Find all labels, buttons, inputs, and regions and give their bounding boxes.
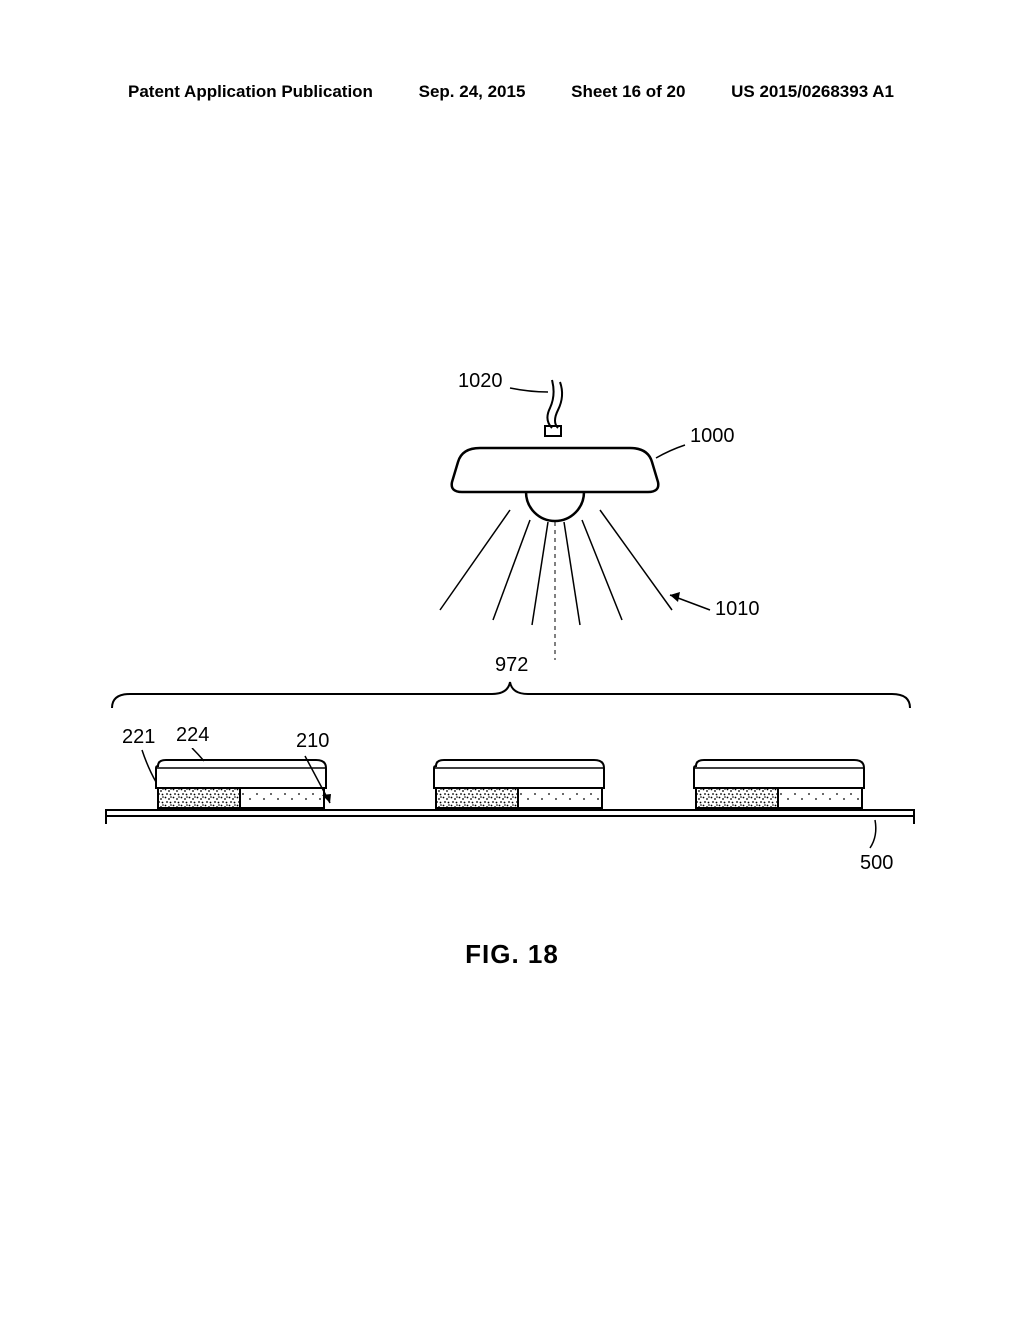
label-1020: 1020 [458, 370, 503, 393]
label-1000: 1000 [690, 425, 735, 448]
brace-972 [100, 680, 924, 720]
label-972: 972 [495, 654, 528, 677]
page-header: Patent Application Publication Sep. 24, … [0, 82, 1024, 102]
label-500: 500 [860, 852, 893, 875]
label-1010: 1010 [715, 598, 760, 621]
figure-title: FIG. 18 [465, 939, 559, 970]
publication-date: Sep. 24, 2015 [419, 82, 526, 102]
label-224: 224 [176, 724, 209, 747]
publication-type: Patent Application Publication [128, 82, 373, 102]
lamp-drawing [100, 370, 924, 670]
publication-number: US 2015/0268393 A1 [731, 82, 894, 102]
label-210: 210 [296, 730, 329, 753]
label-221: 221 [122, 726, 155, 749]
sheet-number: Sheet 16 of 20 [571, 82, 685, 102]
figure-18: 1020 1000 1010 972 221 224 210 500 FIG. … [100, 370, 924, 930]
devices-and-base [100, 748, 924, 868]
